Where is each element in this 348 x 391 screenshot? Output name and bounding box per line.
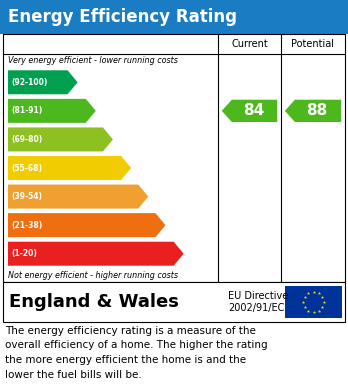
Text: England & Wales: England & Wales	[9, 293, 179, 311]
Polygon shape	[8, 70, 78, 94]
Text: (69-80): (69-80)	[11, 135, 42, 144]
Text: B: B	[97, 104, 108, 118]
Text: 2002/91/EC: 2002/91/EC	[228, 303, 284, 313]
Text: C: C	[114, 133, 124, 146]
Polygon shape	[285, 100, 341, 122]
Polygon shape	[8, 127, 113, 151]
Text: (1-20): (1-20)	[11, 249, 37, 258]
Text: the more energy efficient the home is and the: the more energy efficient the home is an…	[5, 355, 246, 365]
Text: (39-54): (39-54)	[11, 192, 42, 201]
Text: D: D	[132, 161, 144, 175]
Polygon shape	[8, 242, 184, 266]
Bar	[3, 282, 345, 322]
Bar	[285, 286, 342, 318]
Polygon shape	[8, 156, 131, 180]
Text: lower the fuel bills will be.: lower the fuel bills will be.	[5, 369, 142, 380]
Bar	[0, 0, 348, 34]
Text: F: F	[166, 218, 176, 232]
Text: A: A	[79, 75, 89, 89]
Text: EU Directive: EU Directive	[228, 291, 288, 301]
Text: 88: 88	[306, 103, 327, 118]
Text: E: E	[149, 190, 159, 204]
Text: Potential: Potential	[292, 39, 334, 49]
Polygon shape	[222, 100, 277, 122]
Text: (55-68): (55-68)	[11, 163, 42, 172]
Text: Current: Current	[231, 39, 268, 49]
Text: (21-38): (21-38)	[11, 221, 42, 230]
Text: The energy efficiency rating is a measure of the: The energy efficiency rating is a measur…	[5, 326, 256, 336]
Polygon shape	[8, 99, 96, 123]
Text: Not energy efficient - higher running costs: Not energy efficient - higher running co…	[8, 271, 178, 280]
Text: overall efficiency of a home. The higher the rating: overall efficiency of a home. The higher…	[5, 341, 268, 350]
Text: (92-100): (92-100)	[11, 78, 47, 87]
Text: Very energy efficient - lower running costs: Very energy efficient - lower running co…	[8, 56, 178, 65]
Text: G: G	[185, 247, 196, 261]
Text: (81-91): (81-91)	[11, 106, 42, 115]
Text: 84: 84	[243, 103, 264, 118]
Polygon shape	[8, 213, 165, 237]
Polygon shape	[8, 185, 148, 208]
Bar	[3, 34, 345, 282]
Text: Energy Efficiency Rating: Energy Efficiency Rating	[8, 8, 237, 26]
